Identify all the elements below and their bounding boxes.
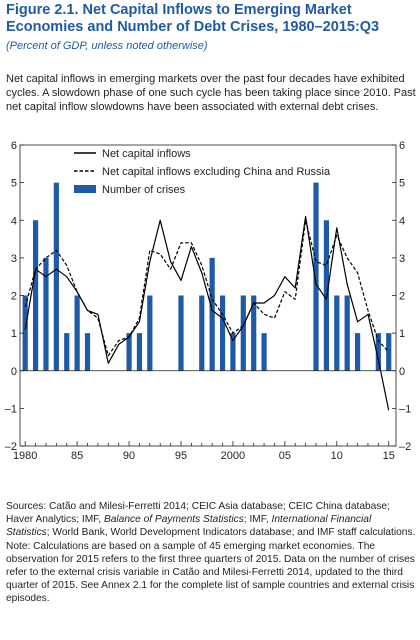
legend-label-1: Net capital inflows: [102, 148, 191, 160]
bar-1985: [74, 295, 80, 371]
y-tick-label-left: 5: [11, 178, 17, 190]
figure-title: Figure 2.1. Net Capital Inflows to Emerg…: [6, 2, 380, 35]
bar-1990: [126, 333, 132, 371]
bar-1992: [147, 295, 153, 371]
bar-1991: [136, 333, 143, 371]
y-tick-label-left: 4: [11, 215, 17, 227]
y-tick-label-right: –1: [399, 403, 411, 415]
x-tick-label: 95: [175, 450, 187, 460]
bar-2011: [344, 295, 350, 371]
sources-part1: Sources: Catão and Milesi-Ferretti 2014;…: [6, 501, 390, 526]
lines-group: [24, 215, 390, 411]
bar-1984: [64, 333, 70, 371]
x-tick-label: 85: [71, 450, 83, 460]
y-tick-label-left: 6: [11, 140, 17, 152]
bar-2010: [334, 295, 340, 371]
y-tick-label-left: 1: [11, 328, 17, 340]
bar-1998: [209, 257, 215, 371]
x-tick-label: 2000: [221, 450, 245, 460]
y-tick-label-right: 6: [399, 140, 405, 152]
bar-2012: [354, 333, 361, 371]
y-tick-label-right: 3: [399, 253, 405, 265]
figure-subtitle: (Percent of GDP, unless noted otherwise): [6, 40, 208, 52]
line-series-1: [24, 215, 390, 411]
x-tick-label: 90: [123, 450, 135, 460]
y-tick-label-left: –1: [5, 403, 17, 415]
y-tick-label-right: 4: [399, 215, 405, 227]
y-axis: –2 –2 –1 –1 0 0 1 1 2 2 3 3 4 4 5 5 6 6: [5, 140, 412, 453]
bar-2001: [240, 295, 246, 371]
y-tick-label-left: –2: [5, 441, 17, 453]
y-tick-label-left: 2: [11, 291, 17, 303]
note-text: Note: Calculations are based on a sample…: [6, 540, 415, 605]
chart-svg: –2 –2–1 –10 01 12 23 34 45 56 6 1980 85 90 95 2000 05 1…: [5, 140, 412, 460]
y-tick-label-right: 0: [399, 366, 405, 378]
bar-1986: [84, 333, 91, 371]
sources-part2: ; IMF,: [243, 514, 272, 526]
bar-1995: [178, 295, 184, 371]
bar-2015: [386, 333, 392, 371]
bar-1997: [199, 295, 205, 371]
legend-label-3: Number of crises: [102, 184, 186, 196]
sources-notes: Sources: Catão and Milesi-Ferretti 2014;…: [6, 500, 416, 606]
legend-label-2: Net capital inflows excluding China and …: [102, 166, 331, 178]
legend: Net capital inflows Net capital inflows e…: [74, 148, 331, 196]
bar-2014: [375, 333, 381, 371]
sources-text: Sources: Catão and Milesi-Ferretti 2014;…: [6, 500, 416, 540]
y-tick-label-right: 1: [399, 328, 405, 340]
bar-1982: [43, 257, 49, 371]
y-tick-label-right: 5: [399, 178, 405, 190]
y-tick-label-right: –2: [399, 441, 411, 453]
x-tick-label: 15: [383, 450, 395, 460]
bar-1983: [53, 182, 59, 371]
legend-swatch-3: [74, 185, 96, 193]
bar-2002: [251, 295, 257, 371]
y-tick-label-right: 2: [399, 291, 405, 303]
bar-2000: [230, 333, 236, 371]
bar-1980: [22, 295, 28, 371]
bar-2003: [261, 333, 267, 371]
x-axis: 1980 85 90 95 2000 05 10 15: [13, 441, 395, 460]
sources-ifs: International Financial Statistics: [6, 514, 372, 539]
y-tick-label-left: 0: [11, 366, 17, 378]
y-tick-label-left: 3: [11, 253, 17, 265]
bar-1981: [32, 220, 39, 371]
x-tick-label: 10: [331, 450, 343, 460]
x-tick-label: 05: [279, 450, 291, 460]
x-tick-label: 1980: [13, 450, 37, 460]
bar-1999: [219, 295, 226, 371]
bars-group: [22, 182, 392, 371]
bar-2008: [313, 182, 319, 371]
sources-bop: Balance of Payments Statistics: [103, 514, 244, 526]
sources-part3: ; World Bank, World Development Indicato…: [46, 527, 416, 539]
figure-intro-text: Net capital inflows in emerging markets …: [6, 73, 416, 113]
